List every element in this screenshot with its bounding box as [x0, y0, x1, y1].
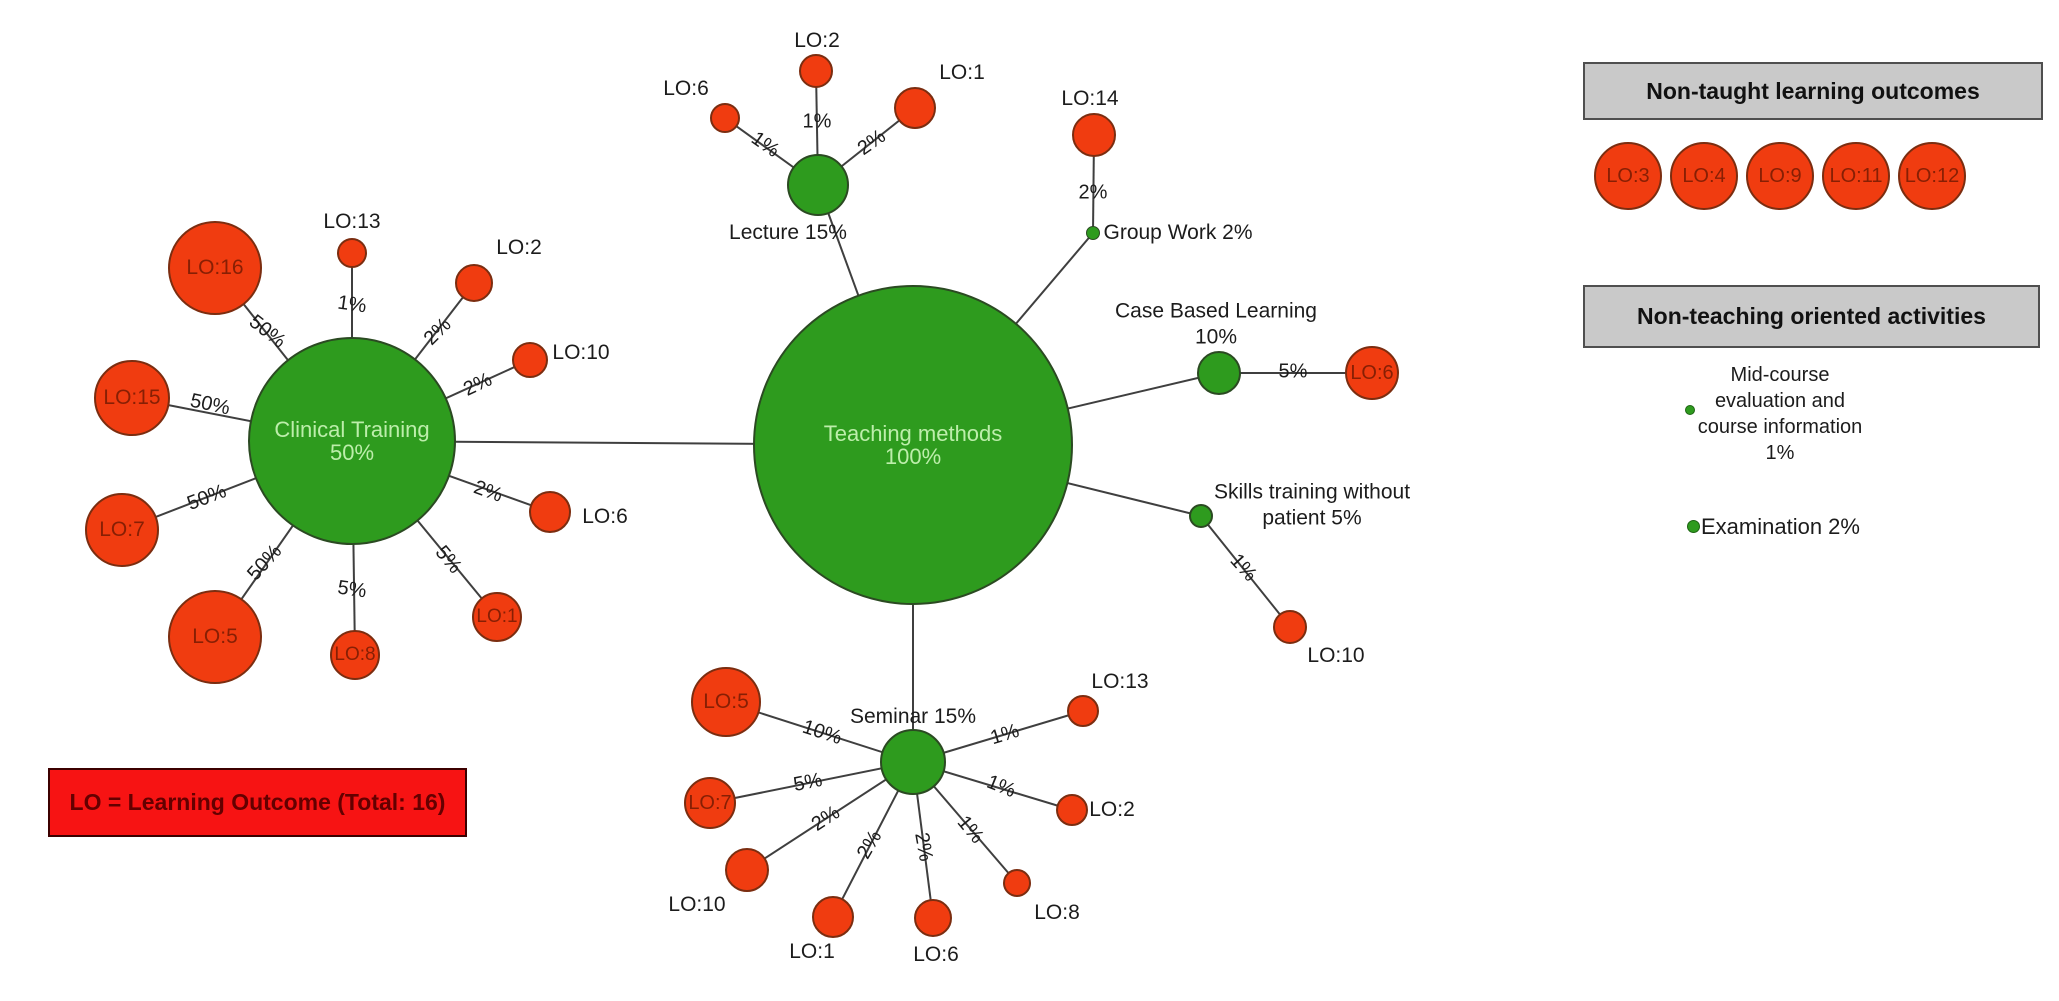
non-taught-title: Non-taught learning outcomes	[1646, 77, 1980, 104]
node-label-lecture: Lecture 15%	[729, 221, 847, 245]
non-taught-circle-lo4: LO:4	[1670, 142, 1738, 210]
node-label-m10: LO:10	[668, 893, 726, 917]
node-b6: LO:6	[1345, 346, 1399, 400]
node-m5: LO:5	[691, 667, 761, 737]
edge-label-lecture-l2: 1%	[802, 110, 832, 133]
non-teaching-title: Non-teaching oriented activities	[1637, 303, 1986, 329]
node-m7: LO:7	[684, 777, 736, 829]
node-c7: LO:7	[85, 493, 159, 567]
lo4-label: LO:4	[1682, 164, 1726, 187]
edge-label-clinical-c13: 1%	[336, 291, 368, 318]
node-teaching: Teaching methods 100%	[753, 285, 1073, 605]
lo9-label: LO:9	[1758, 164, 1802, 187]
node-label-c2: LO:2	[496, 236, 542, 260]
node-m8	[1003, 869, 1031, 897]
edge-label-cbl-b6: 5%	[1278, 360, 1308, 383]
edge-label-clinical-c8: 5%	[336, 576, 368, 603]
lo3-label: LO:3	[1606, 164, 1650, 187]
node-label-m13: LO:13	[1091, 670, 1149, 694]
non-taught-circle-lo3: LO:3	[1594, 142, 1662, 210]
node-c16: LO:16	[168, 221, 262, 315]
examination-dot-icon	[1687, 520, 1700, 533]
node-cbl	[1197, 351, 1241, 395]
non-taught-outcomes-row: LO:3 LO:4 LO:9 LO:11 LO:12	[1594, 142, 1966, 210]
node-label-m8: LO:8	[1034, 901, 1080, 925]
node-label-m1: LO:1	[789, 940, 835, 964]
node-label-seminar: Seminar 15%	[849, 705, 977, 729]
node-m1	[812, 896, 854, 938]
non-taught-circle-lo12: LO:12	[1898, 142, 1966, 210]
node-label-c6: LO:6	[582, 505, 628, 529]
node-label-group_work: Group Work 2%	[1103, 221, 1253, 245]
node-c6	[529, 491, 571, 533]
edge-seminar-m7	[709, 761, 914, 804]
node-c8: LO:8	[330, 630, 380, 680]
non-teaching-header: Non-teaching oriented activities	[1583, 285, 2040, 348]
node-c1: LO:1	[472, 592, 522, 642]
non-taught-circle-lo11: LO:11	[1822, 142, 1890, 210]
node-c5: LO:5	[168, 590, 262, 684]
node-l1	[894, 87, 936, 129]
node-label-skills: Skills training without patient 5%	[1213, 480, 1411, 529]
node-lecture	[787, 154, 849, 216]
node-c15: LO:15	[94, 360, 170, 436]
node-m10	[725, 848, 769, 892]
non-taught-header: Non-taught learning outcomes	[1583, 62, 2043, 120]
midcourse-dot-icon	[1685, 405, 1695, 415]
node-c2	[455, 264, 493, 302]
node-label-l2: LO:2	[794, 29, 840, 53]
examination-activity-label: Examination 2%	[1701, 514, 1860, 539]
edge-label-seminar-m6: 2%	[910, 830, 937, 864]
lo12-label: LO:12	[1904, 164, 1960, 187]
node-m2	[1056, 794, 1088, 826]
node-label-g14: LO:14	[1061, 87, 1119, 111]
node-m13	[1067, 695, 1099, 727]
edge-skills-s10	[1200, 515, 1291, 628]
node-label-cbl: Case Based Learning 10%	[1115, 299, 1317, 348]
node-label-s10: LO:10	[1307, 644, 1365, 668]
node-c10	[512, 342, 548, 378]
node-c13	[337, 238, 367, 268]
node-s10	[1273, 610, 1307, 644]
node-label-m6: LO:6	[913, 943, 959, 967]
legend-text: LO = Learning Outcome (Total: 16)	[69, 789, 446, 815]
node-seminar	[880, 729, 946, 795]
node-label-l6: LO:6	[663, 77, 709, 101]
node-m6	[914, 899, 952, 937]
node-l2	[799, 54, 833, 88]
lo11-label: LO:11	[1829, 164, 1883, 187]
node-g14	[1072, 113, 1116, 157]
node-group_work	[1086, 226, 1100, 240]
edge-label-group_work-g14: 2%	[1078, 181, 1108, 204]
node-label-m2: LO:2	[1089, 798, 1135, 822]
node-label-l1: LO:1	[939, 61, 985, 85]
non-taught-circle-lo9: LO:9	[1746, 142, 1814, 210]
node-skills	[1189, 504, 1213, 528]
node-label-c13: LO:13	[323, 210, 381, 234]
node-label-c10: LO:10	[552, 341, 610, 365]
legend-box: LO = Learning Outcome (Total: 16)	[48, 768, 467, 837]
node-l6	[710, 103, 740, 133]
midcourse-activity-label: Mid-course evaluation and course informa…	[1697, 364, 1863, 464]
node-clinical: Clinical Training 50%	[248, 337, 456, 545]
